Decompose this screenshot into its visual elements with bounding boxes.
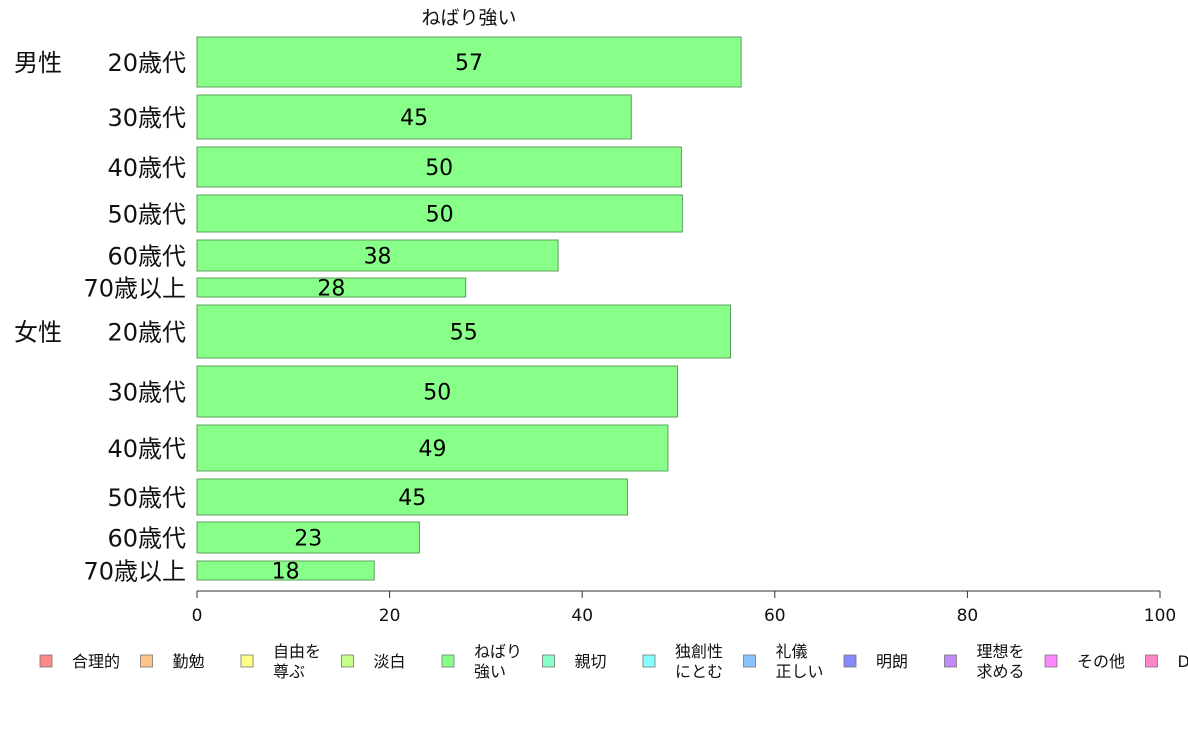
group-label: 男性 — [14, 49, 62, 77]
bar — [196, 239, 559, 272]
bar-value-label: 57 — [455, 51, 483, 76]
category-label: 30歳代 — [107, 379, 186, 407]
legend-label: 独創性 — [675, 642, 723, 661]
category-label: 70歳以上 — [83, 275, 186, 303]
category-label: 60歳代 — [107, 525, 186, 553]
bar — [196, 146, 682, 188]
chart-title: ねばり強い — [421, 7, 516, 29]
category-label: 20歳代 — [107, 49, 186, 77]
x-tick-label: 0 — [192, 606, 203, 626]
legend-swatch — [1145, 654, 1158, 668]
category-label: 40歳代 — [107, 154, 186, 182]
bar-value-label: 50 — [423, 381, 451, 406]
legend-swatch — [140, 654, 153, 668]
category-label: 70歳以上 — [83, 558, 186, 586]
x-tick-label: 100 — [1144, 606, 1176, 626]
bar — [196, 521, 420, 554]
bar — [196, 194, 683, 233]
bar-value-label: 28 — [317, 277, 345, 302]
category-label: 50歳代 — [107, 484, 186, 512]
x-axis: 0 20 40 60 80 100 — [192, 590, 1176, 626]
group-label: 女性 — [14, 319, 62, 347]
legend-label: 礼儀 — [776, 642, 808, 661]
bar-value-label: 18 — [272, 560, 300, 585]
legend-label: その他 — [1077, 652, 1125, 671]
legend-label: 求める — [977, 662, 1025, 681]
bar-value-label: 38 — [364, 245, 392, 270]
x-tick-label: 80 — [957, 606, 979, 626]
category-label: 50歳代 — [107, 201, 186, 229]
legend-label: 強い — [474, 662, 506, 681]
bar-value-label: 50 — [426, 203, 454, 228]
legend-label: にとむ — [675, 662, 723, 681]
legend-label: ねばり — [474, 642, 522, 661]
legend-label: 淡白 — [374, 652, 406, 671]
legend-swatch — [341, 654, 354, 668]
legend-label: 合理的 — [72, 652, 120, 671]
legend-label: 自由を — [273, 642, 321, 661]
category-label: 20歳代 — [107, 319, 186, 347]
category-label: 40歳代 — [107, 435, 186, 463]
bar — [196, 36, 742, 88]
legend-swatch — [1044, 654, 1058, 668]
x-tick-label: 20 — [379, 606, 401, 626]
legend-swatch — [642, 654, 656, 668]
bar — [196, 365, 679, 418]
legend-swatch — [542, 654, 555, 668]
legend-swatch — [39, 654, 53, 668]
legend-swatch — [743, 654, 756, 668]
bar-value-label: 23 — [294, 527, 322, 552]
category-label: 60歳代 — [107, 243, 186, 271]
legend-label: 正しい — [776, 662, 824, 681]
legend-label: 勤勉 — [173, 652, 205, 671]
bar — [196, 560, 375, 581]
bar-value-label: 45 — [400, 106, 428, 131]
bar-value-label: 49 — [418, 437, 446, 462]
legend-label: 明朗 — [876, 652, 908, 671]
x-tick-label: 40 — [571, 606, 593, 626]
bar — [196, 94, 632, 140]
bar — [196, 424, 669, 472]
x-tick-label: 60 — [764, 606, 786, 626]
bar-value-label: 50 — [425, 156, 453, 181]
bar — [196, 478, 628, 516]
legend-label: 尊ぶ — [273, 662, 305, 681]
legend-swatch — [944, 654, 957, 668]
bar — [196, 277, 467, 298]
legend-swatch — [843, 654, 857, 668]
bar-value-label: 55 — [450, 321, 478, 346]
legend-swatch — [441, 654, 455, 668]
legend-swatch — [240, 654, 254, 668]
bar-value-label: 45 — [398, 486, 426, 511]
legend-label: 理想を — [977, 642, 1025, 661]
legend-label: 親切 — [575, 652, 607, 671]
legend-label: D — [1178, 652, 1188, 671]
category-label: 30歳代 — [107, 104, 186, 132]
bar — [196, 304, 732, 359]
